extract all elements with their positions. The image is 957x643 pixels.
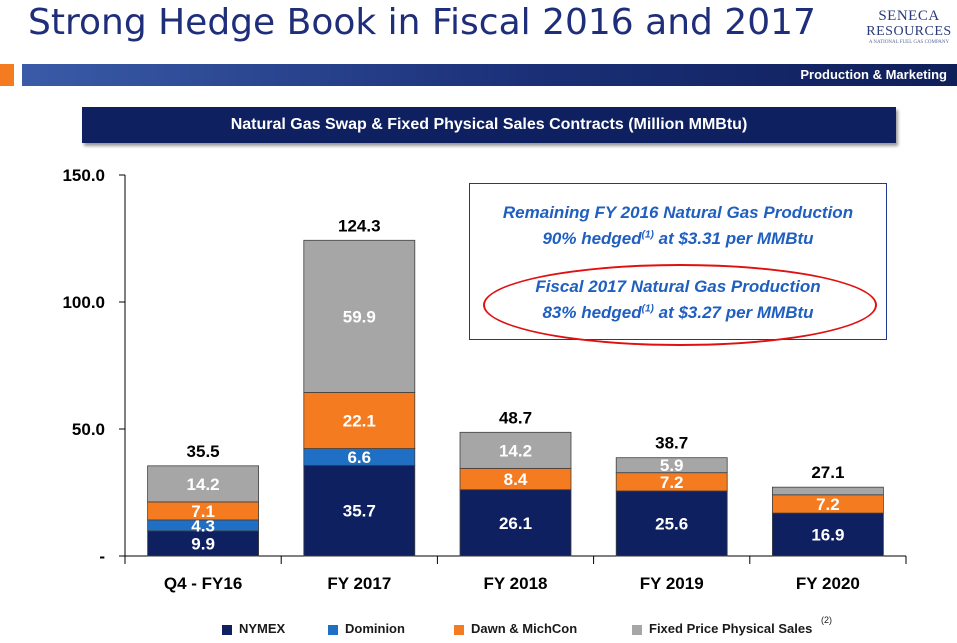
logo-line-1: SENECA [878, 8, 940, 24]
callout-fy16-footnote: (1) [641, 229, 654, 241]
data-label-dawn-michcon: 22.1 [343, 411, 376, 430]
y-tick-label: 150.0 [62, 166, 105, 185]
data-label-nymex: 35.7 [343, 502, 376, 521]
data-label-nymex: 16.9 [811, 526, 844, 545]
callout-fy16-heading: Remaining FY 2016 Natural Gas Production [502, 203, 854, 222]
callout-fy16-pct: 90% hedged [542, 229, 642, 248]
chart-title: Natural Gas Swap & Fixed Physical Sales … [230, 116, 748, 133]
data-label-dawn-michcon: 7.2 [816, 495, 840, 514]
bar-nymex [147, 530, 260, 557]
legend-label-nymex: NYMEX [239, 621, 286, 636]
bar-dawn-michcon [303, 392, 416, 449]
total-label: 124.3 [338, 216, 381, 235]
x-tick-label: FY 2020 [796, 574, 860, 593]
y-tick-label: 50.0 [72, 420, 105, 439]
legend-footnote: (2) [821, 615, 832, 625]
chart-title-bar: Natural Gas Swap & Fixed Physical Sales … [82, 107, 896, 143]
total-label: 35.5 [187, 442, 220, 461]
bar-nymex [615, 490, 728, 557]
legend-swatch-nymex [222, 625, 232, 635]
bar-nymex [459, 489, 572, 557]
x-tick-label: FY 2018 [484, 574, 548, 593]
bar-fixed-price-physical-sales [459, 431, 572, 469]
bar-nymex [772, 512, 884, 557]
y-tick-label: - [99, 547, 105, 566]
callout-fy16-price: at $3.31 per MMBtu [653, 229, 814, 248]
legend-label-fixed-price: Fixed Price Physical Sales [649, 621, 813, 636]
legend-label-dominion: Dominion [345, 621, 405, 636]
logo-line-3: A NATIONAL FUEL GAS COMPANY [868, 40, 950, 45]
x-tick-label: Q4 - FY16 [164, 574, 242, 593]
y-tick-label: 100.0 [62, 293, 105, 312]
header-bar [22, 64, 957, 86]
section-label: Production & Marketing [800, 67, 947, 82]
callout-fy16-detail: 90% hedged(1) at $3.31 per MMBtu [470, 229, 886, 249]
bar-fixed-price-physical-sales [147, 465, 260, 503]
data-label-dawn-michcon: 8.4 [504, 470, 528, 489]
data-label-dawn-michcon: 7.2 [660, 473, 684, 492]
data-label-nymex: 26.1 [499, 514, 532, 533]
legend-label-dawn-michcon: Dawn & MichCon [471, 621, 578, 636]
total-label: 38.7 [655, 434, 688, 453]
logo-line-2: RESOURCES [866, 24, 952, 39]
highlight-oval [483, 264, 877, 346]
bar-fixed-price-physical-sales [615, 457, 728, 474]
legend-swatch-fixed-price [632, 625, 642, 635]
x-tick-label: FY 2017 [327, 574, 391, 593]
accent-block [0, 64, 14, 86]
data-label-fixed-price-physical-sales: 5.9 [660, 456, 684, 475]
legend-swatch-dawn-michcon [454, 625, 464, 635]
data-label-fixed-price-physical-sales: 14.2 [187, 475, 220, 494]
data-label-dominion: 4.3 [191, 516, 215, 535]
bar-fixed-price-physical-sales [303, 239, 416, 393]
bar-fixed-price-physical-sales [772, 486, 884, 496]
data-label-dawn-michcon: 7.1 [191, 502, 215, 521]
data-label-nymex: 9.9 [191, 534, 215, 553]
x-tick-label: FY 2019 [640, 574, 704, 593]
data-label-nymex: 25.6 [655, 514, 688, 533]
data-label-dominion: 6.6 [347, 448, 371, 467]
page-title: Strong Hedge Book in Fiscal 2016 and 201… [28, 2, 816, 43]
legend-swatch-dominion [328, 625, 338, 635]
bar-nymex [303, 464, 416, 557]
data-label-fixed-price-physical-sales: 59.9 [343, 307, 376, 326]
total-label: 48.7 [499, 408, 532, 427]
data-label-fixed-price-physical-sales: 14.2 [499, 441, 532, 460]
seneca-logo: SENECA RESOURCES A NATIONAL FUEL GAS COM… [866, 4, 952, 54]
total-label: 27.1 [811, 463, 844, 482]
